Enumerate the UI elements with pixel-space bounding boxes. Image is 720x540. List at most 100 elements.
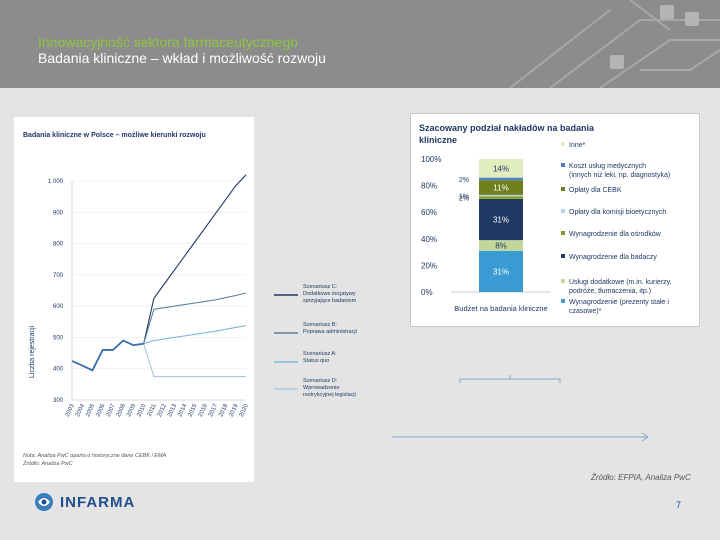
bar-chart-legend-swatch (561, 187, 565, 191)
bar-chart-data-label: 2% (459, 196, 469, 203)
bar-chart-legend-label: Opłaty dla CEBK (569, 187, 622, 194)
line-chart-xtick: 2016 (198, 403, 209, 418)
bar-chart-segment (479, 180, 523, 195)
bar-chart-legend-swatch (561, 142, 565, 146)
bar-chart-data-label: 11% (493, 184, 508, 193)
bar-chart-data-label: 1% (459, 194, 469, 201)
line-chart-xtick: 2007 (106, 403, 117, 418)
bar-chart-data-label: 31% (493, 267, 509, 276)
line-chart-note: Nota: Analiza PwC oparta o historyczne d… (23, 453, 167, 459)
line-chart: Badania kliniczne w Polsce – możliwe kie… (22, 132, 357, 467)
line-chart-ytick: 400 (53, 367, 64, 373)
bar-chart-legend-swatch (561, 279, 565, 283)
line-chart-xtick: 2018 (218, 403, 229, 418)
line-chart-legend-label: Scenariusz C: (303, 284, 338, 290)
line-chart-series-line (143, 343, 246, 378)
line-chart-legend-label: restrykcyjnej legislacji (303, 392, 356, 398)
line-chart-xtick: 2010 (136, 403, 147, 418)
bar-chart-legend-label: Koszt usług medycznych (569, 163, 646, 170)
bar-chart-segment (479, 198, 523, 241)
infarma-logo-icon (35, 493, 53, 511)
bar-chart-data-label: 14% (493, 164, 509, 173)
line-chart-source: Źródło: Analiza PwC (22, 460, 73, 467)
line-chart-xtick: 2009 (126, 403, 137, 418)
bar-chart-legend-label: Wynagrodzenie (prezenty stałe i (569, 299, 669, 306)
bar-chart-segment (479, 250, 523, 292)
bar-chart-ytick: 80% (421, 182, 437, 191)
line-chart-xtick: 2014 (177, 403, 188, 418)
line-chart-legend-label: Scenariusz A: (303, 351, 337, 357)
line-chart-xtick: 2005 (85, 403, 96, 418)
bar-chart-legend-label: Wynagrodzenie dla ośrodków (569, 231, 662, 238)
line-chart-ytick: 300 (53, 398, 64, 404)
bar-chart-legend-label: Opłaty dla komisji bioetycznych (569, 209, 666, 216)
line-chart-xtick: 2020 (239, 403, 250, 418)
bar-chart-category-label: Budżet na badania kliniczne (454, 304, 547, 313)
slide-subtitle: Badania kliniczne – wkład i możliwość ro… (38, 50, 326, 66)
bar-chart-ytick: 60% (421, 208, 437, 217)
bar-chart-legend-label: czasowe)* (569, 308, 602, 315)
slide-title: Innowacyjność sektora farmaceutycznego (38, 34, 298, 50)
bar-chart-legend-label: Inne* (569, 142, 586, 149)
line-chart-xtick: 2006 (95, 403, 106, 418)
line-chart-xtick: 2015 (188, 403, 199, 418)
slide-header: Innowacyjność sektora farmaceutycznego B… (0, 0, 720, 88)
bar-chart-legend-label: Wynagrodzenie dla badaczy (569, 254, 657, 261)
bar-chart-segment (479, 194, 523, 197)
bar-chart-legend-label: (innych niż leki, np. diagnostyka) (569, 172, 670, 179)
bar-chart: Szacowany podział nakładów na badania kl… (419, 123, 672, 315)
bar-chart-ytick: 0% (421, 288, 433, 297)
bar-chart-legend-label: Usługi dodatkowe (m.in. kurierzy, (569, 279, 672, 286)
bar-chart-legend-swatch (561, 254, 565, 258)
bar-chart-data-label: 8% (495, 241, 507, 250)
slide-source: Źródło: EFPIA, Analiza PwC (591, 473, 691, 482)
line-chart-legend-label: Poprawa administracji (303, 329, 357, 335)
bar-chart-segment (479, 177, 523, 181)
infarma-logo-text: INFARMA (60, 493, 136, 511)
line-chart-xtick: 2003 (65, 403, 76, 418)
line-chart-panel: Badania kliniczne w Polsce – możliwe kie… (14, 117, 357, 482)
line-chart-historical-line (71, 339, 144, 372)
bar-chart-title-line1: Szacowany podział nakładów na badania (419, 123, 595, 133)
decorative-lines (392, 375, 649, 442)
bar-chart-legend-swatch (561, 299, 565, 303)
line-chart-series-line (143, 292, 247, 344)
line-chart-ytick: 900 (53, 210, 64, 216)
page-number: 7 (676, 500, 682, 510)
line-chart-xtick: 2011 (147, 403, 158, 418)
line-chart-ytick: 600 (53, 304, 64, 310)
bar-chart-ytick: 100% (421, 155, 441, 164)
line-chart-ytick: 500 (53, 335, 64, 341)
bar-chart-legend-label: podróże, tłumaczenia, itp.) (569, 288, 651, 295)
bar-chart-ytick: 20% (421, 261, 437, 270)
line-chart-xtick: 2012 (157, 403, 168, 418)
line-chart-xtick: 2008 (116, 403, 127, 418)
line-chart-legend-label: Scenariusz D: (303, 378, 338, 384)
bar-chart-legend-swatch (561, 209, 565, 213)
header-decoration-icon (509, 0, 720, 88)
bar-chart-segment (479, 240, 523, 251)
line-chart-legend-label: sprzyjające badaniom (303, 298, 357, 304)
line-chart-series-line (143, 174, 247, 344)
line-chart-xtick: 2004 (75, 403, 86, 418)
line-chart-legend-label: Wprowadzenie (303, 385, 339, 391)
bar-chart-data-label: 31% (493, 216, 509, 225)
bar-chart-ytick: 40% (421, 235, 437, 244)
line-chart-ytick: 700 (53, 273, 64, 279)
line-chart-xtick: 2017 (208, 403, 219, 418)
line-chart-xtick: 2013 (167, 403, 178, 418)
bar-chart-panel: Szacowany podział nakładów na badania kl… (410, 113, 700, 327)
line-chart-ytick: 800 (53, 242, 64, 248)
bar-chart-legend-swatch (561, 231, 565, 235)
line-chart-legend-label: Dodatkowe inicjatywy (303, 291, 356, 297)
line-chart-series-line (143, 324, 247, 345)
line-chart-title: Badania kliniczne w Polsce – możliwe kie… (23, 132, 206, 139)
line-chart-ytick: 1 000 (48, 179, 64, 185)
bar-chart-segment (479, 159, 523, 178)
infarma-logo: INFARMA (34, 492, 135, 512)
bar-chart-title-line2: kliniczne (419, 135, 457, 145)
line-chart-xtick: 2019 (228, 403, 239, 418)
line-chart-ylabel: Liczba rejestracji (29, 325, 36, 378)
bar-chart-data-label: 2% (459, 177, 469, 184)
line-chart-legend-label: Scenariusz B: (303, 322, 337, 328)
